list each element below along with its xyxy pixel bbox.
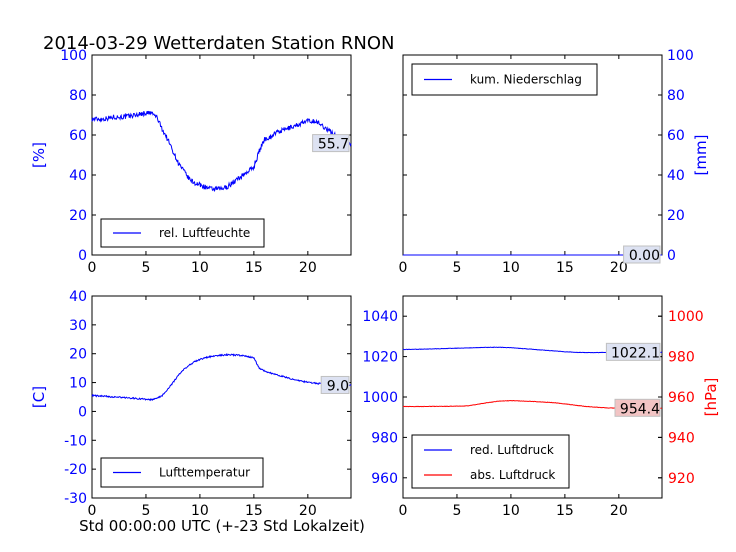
y-tick-label: 0: [78, 404, 87, 420]
y-tick-label: 40: [69, 289, 87, 305]
y-tick-label: 100: [667, 48, 694, 64]
x-tick-label: 15: [245, 260, 263, 276]
y-tick-label: 1000: [362, 390, 398, 406]
series-line-rel-luftfeuchte: [91, 110, 352, 193]
legend-entry: red. Luftdruck: [470, 443, 554, 457]
x-tick-label: 5: [141, 503, 150, 519]
legend-box: [411, 434, 570, 489]
y-tick-label: -30: [64, 491, 87, 507]
y-tick-label-right: 960: [668, 390, 695, 406]
x-tick-label: 20: [299, 503, 317, 519]
x-tick-label: 5: [452, 503, 461, 519]
y-tick-label: -10: [64, 433, 87, 449]
y-tick-label-right: 980: [668, 350, 695, 366]
figure-title: 2014-03-29 Wetterdaten Station RNON: [43, 33, 394, 54]
x-tick-label: 10: [502, 503, 520, 519]
last-value-label-bg: [320, 375, 350, 394]
y-tick-label: 0: [667, 248, 676, 264]
last-value-label: 0.00: [629, 248, 660, 264]
panel-precipitation: 0 5 10 15 20 0 20 40 60 80 100 [mm] 0.00 kum. Nieders…: [399, 48, 710, 276]
y-tick-label: 20: [69, 347, 87, 363]
y-axis-label: [C]: [30, 386, 48, 408]
x-tick-label: 20: [610, 260, 628, 276]
x-tick-label: 15: [245, 503, 263, 519]
y-tick-label: 1040: [362, 309, 398, 325]
y-axis-label: [mm]: [692, 135, 710, 176]
y-tick-label-right: 1000: [668, 309, 704, 325]
x-tick-label: 5: [141, 260, 150, 276]
y-tick-label: 980: [371, 430, 398, 446]
y-tick-label: 80: [69, 88, 87, 104]
x-tick-label: 0: [88, 260, 97, 276]
x-tick-label: 15: [556, 260, 574, 276]
y-tick-label: 1020: [362, 350, 398, 366]
y-tick-label: 60: [667, 128, 685, 144]
y-axis-label: [%]: [30, 142, 48, 168]
y-tick-label: 10: [69, 376, 87, 392]
y-tick-label: 960: [371, 471, 398, 487]
last-value-label-bg: [605, 342, 661, 361]
last-value-label: 55.7: [318, 137, 349, 153]
x-tick-label: 20: [610, 503, 628, 519]
legend-entry: Lufttemperatur: [159, 466, 250, 480]
panel-humidity: 0 5 10 15 20 0 20 40 60 80 100 [%] 55.7 rel. Luftfeuc…: [30, 48, 352, 276]
legend-entry: rel. Luftfeuchte: [159, 226, 250, 240]
x-tick-label: 10: [502, 260, 520, 276]
panel-temperature: 0 5 10 15 20 -30 -20 -10 0 10 20 30 40 [C] 9.0 Lufttemp…: [30, 289, 352, 519]
y-tick-label: 40: [69, 168, 87, 184]
y-tick-label: 60: [69, 128, 87, 144]
y-tick-label: -20: [64, 462, 87, 478]
y-tick-label: 20: [69, 208, 87, 224]
series-line-lufttemperatur: [91, 352, 352, 402]
x-tick-label: 0: [399, 503, 408, 519]
y-tick-label: 80: [667, 88, 685, 104]
x-tick-label: 20: [299, 260, 317, 276]
y-tick-label: 40: [667, 168, 685, 184]
x-tick-label: 15: [556, 503, 574, 519]
y-tick-label: 20: [667, 208, 685, 224]
x-tick-label: 10: [191, 260, 209, 276]
y-tick-label: 30: [69, 318, 87, 334]
x-axis-label: Std 00:00:00 UTC (+-23 Std Lokalzeit): [79, 517, 365, 535]
x-tick-label: 5: [452, 260, 461, 276]
last-value-label: 9.0: [327, 378, 349, 394]
last-value-label-bg: [312, 134, 350, 153]
x-tick-label: 10: [191, 503, 209, 519]
x-tick-label: 0: [88, 503, 97, 519]
last-value-label-right-bg: [614, 398, 661, 417]
last-value-label-bg: [623, 245, 661, 264]
legend-entry: kum. Niederschlag: [470, 73, 582, 87]
last-value-label: 1022.1: [611, 345, 660, 361]
y-axis-label: [hPa]: [702, 378, 720, 417]
panel-pressure: 0 5 10 15 20 960 980 1000 1020 1040 920 940 960 980 10…: [362, 295, 720, 519]
legend-entry: abs. Luftdruck: [470, 468, 555, 482]
y-tick-label-right: 920: [668, 471, 695, 487]
x-tick-label: 0: [399, 260, 408, 276]
last-value-label-right: 954.4: [620, 401, 660, 417]
y-tick-label: 100: [60, 48, 87, 64]
y-tick-label: 0: [78, 248, 87, 264]
y-tick-label-right: 940: [668, 430, 695, 446]
